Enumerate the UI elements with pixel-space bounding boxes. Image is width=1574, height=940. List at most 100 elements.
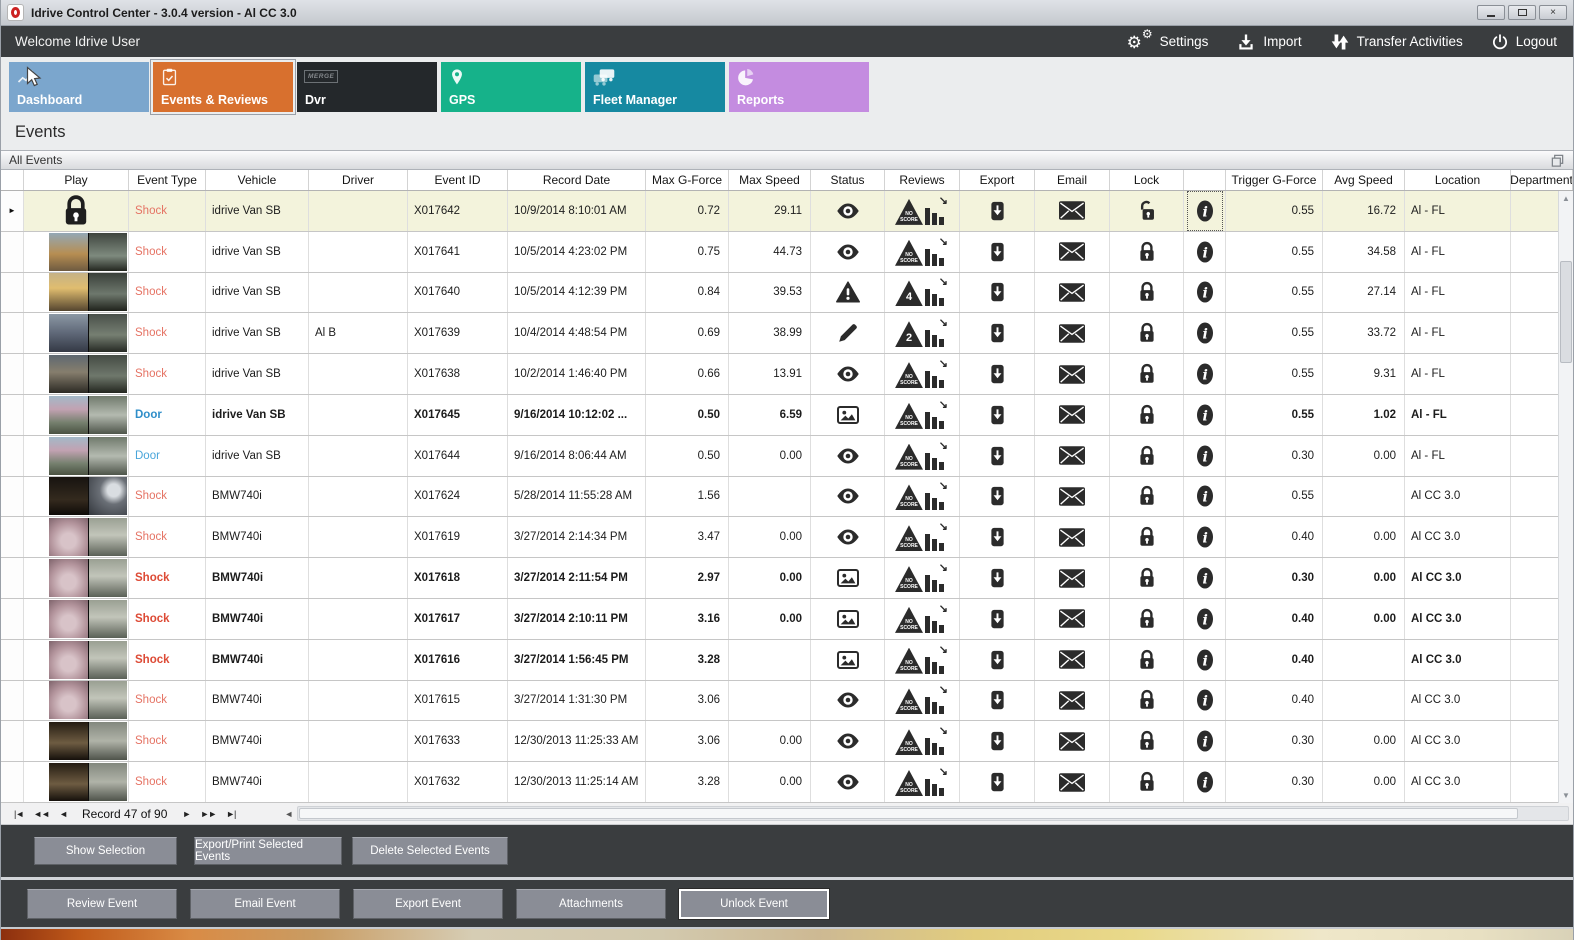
email-event-button[interactable]: Email Event bbox=[190, 888, 340, 919]
lock-cell[interactable] bbox=[1110, 354, 1184, 394]
email-cell[interactable] bbox=[1035, 476, 1110, 517]
email-cell[interactable] bbox=[1035, 598, 1110, 639]
column-header-email[interactable]: Email bbox=[1035, 170, 1110, 190]
column-header-max-g-force[interactable]: Max G-Force bbox=[646, 170, 729, 190]
reviews-cell[interactable]: NO SCORE ↘ bbox=[885, 517, 960, 558]
reviews-cell[interactable]: NO SCORE ↘ bbox=[885, 680, 960, 721]
delete-selected-button[interactable]: Delete Selected Events bbox=[352, 837, 508, 865]
column-header-trigger-g-force[interactable]: Trigger G-Force bbox=[1226, 170, 1323, 190]
reviews-cell[interactable]: NO SCORE ↘ bbox=[885, 231, 960, 272]
reviews-cell[interactable]: NO SCORE ↘ bbox=[885, 354, 960, 394]
show-selection-button[interactable]: Show Selection bbox=[34, 837, 177, 865]
play-cell[interactable] bbox=[24, 191, 129, 231]
lock-cell[interactable] bbox=[1110, 517, 1184, 558]
lock-cell[interactable] bbox=[1110, 435, 1184, 476]
info-cell[interactable] bbox=[1184, 721, 1226, 762]
nav-last-button[interactable]: ►| bbox=[226, 808, 236, 819]
info-cell[interactable] bbox=[1184, 680, 1226, 721]
info-cell[interactable] bbox=[1184, 231, 1226, 272]
info-cell[interactable] bbox=[1184, 272, 1226, 313]
lock-cell[interactable] bbox=[1110, 639, 1184, 680]
reviews-cell[interactable]: NO SCORE ↘ bbox=[885, 639, 960, 680]
event-thumbnail[interactable] bbox=[49, 273, 127, 312]
nav-next-page-button[interactable]: ►► bbox=[200, 808, 217, 819]
horizontal-scrollbar[interactable]: ◄ bbox=[280, 803, 1573, 824]
scroll-down-icon[interactable]: ▼ bbox=[1562, 791, 1570, 800]
export-cell[interactable] bbox=[960, 517, 1035, 558]
export-cell[interactable] bbox=[960, 762, 1035, 802]
info-cell[interactable] bbox=[1184, 762, 1226, 802]
info-cell[interactable] bbox=[1184, 558, 1226, 598]
export-cell[interactable] bbox=[960, 721, 1035, 762]
export-cell[interactable] bbox=[960, 476, 1035, 517]
table-row[interactable]: Shock BMW740i X017632 12/30/2013 11:25:1… bbox=[1, 762, 1573, 803]
play-cell[interactable] bbox=[24, 394, 129, 435]
table-row[interactable]: Shock idrive Van SB X017640 10/5/2014 4:… bbox=[1, 272, 1573, 314]
column-header-driver[interactable]: Driver bbox=[309, 170, 408, 190]
export-cell[interactable] bbox=[960, 354, 1035, 394]
event-thumbnail[interactable] bbox=[49, 232, 127, 271]
nav-first-button[interactable]: |◄ bbox=[14, 808, 24, 819]
unlock-event-button[interactable]: Unlock Event bbox=[678, 887, 830, 920]
play-cell[interactable] bbox=[24, 558, 129, 598]
play-cell[interactable] bbox=[24, 435, 129, 476]
info-cell[interactable] bbox=[1184, 476, 1226, 517]
export-cell[interactable] bbox=[960, 639, 1035, 680]
close-button[interactable]: × bbox=[1539, 5, 1567, 20]
column-header-location[interactable]: Location bbox=[1405, 170, 1511, 190]
horizontal-scrollbar-thumb[interactable] bbox=[299, 808, 1519, 819]
lock-cell[interactable] bbox=[1110, 476, 1184, 517]
export-print-selected-button[interactable]: Export/Print Selected Events bbox=[194, 837, 342, 865]
reviews-cell[interactable]: NO SCORE ↘ bbox=[885, 435, 960, 476]
column-header-event-id[interactable]: Event ID bbox=[408, 170, 508, 190]
email-cell[interactable] bbox=[1035, 313, 1110, 354]
event-thumbnail[interactable] bbox=[49, 599, 127, 638]
event-thumbnail[interactable] bbox=[49, 477, 127, 516]
info-cell[interactable] bbox=[1184, 394, 1226, 435]
event-thumbnail[interactable] bbox=[49, 640, 127, 679]
export-event-button[interactable]: Export Event bbox=[353, 888, 503, 919]
play-cell[interactable] bbox=[24, 762, 129, 802]
event-thumbnail[interactable] bbox=[49, 681, 127, 720]
reviews-cell[interactable]: NO SCORE ↘ bbox=[885, 476, 960, 517]
column-header-event-type[interactable]: Event Type bbox=[129, 170, 206, 190]
transfer-activities-button[interactable]: Transfer Activities bbox=[1330, 32, 1463, 52]
info-cell[interactable] bbox=[1184, 191, 1226, 231]
column-header-vehicle[interactable]: Vehicle bbox=[206, 170, 309, 190]
export-cell[interactable] bbox=[960, 191, 1035, 231]
info-cell[interactable] bbox=[1184, 435, 1226, 476]
column-header-info[interactable] bbox=[1184, 170, 1226, 190]
email-cell[interactable] bbox=[1035, 721, 1110, 762]
vertical-scrollbar[interactable]: ▲ ▼ bbox=[1558, 191, 1573, 803]
event-thumbnail[interactable] bbox=[49, 722, 127, 761]
info-cell[interactable] bbox=[1184, 639, 1226, 680]
settings-button[interactable]: ⚙ ⚙ Settings bbox=[1127, 27, 1209, 53]
vertical-scrollbar-thumb[interactable] bbox=[1560, 261, 1572, 363]
export-cell[interactable] bbox=[960, 598, 1035, 639]
table-row[interactable]: ► Shock idrive Van SB X017642 10/9/2014 … bbox=[1, 191, 1573, 232]
column-header-status[interactable]: Status bbox=[811, 170, 885, 190]
info-cell[interactable] bbox=[1184, 354, 1226, 394]
event-thumbnail[interactable] bbox=[49, 314, 127, 353]
tab-dashboard[interactable]: Dashboard bbox=[9, 62, 149, 112]
export-cell[interactable] bbox=[960, 272, 1035, 313]
column-header-reviews[interactable]: Reviews bbox=[885, 170, 960, 190]
play-cell[interactable] bbox=[24, 721, 129, 762]
reviews-cell[interactable]: NO SCORE ↘ bbox=[885, 721, 960, 762]
info-cell[interactable] bbox=[1184, 313, 1226, 354]
lock-cell[interactable] bbox=[1110, 231, 1184, 272]
column-header-avg-speed[interactable]: Avg Speed bbox=[1323, 170, 1405, 190]
lock-cell[interactable] bbox=[1110, 313, 1184, 354]
column-header-export[interactable]: Export bbox=[960, 170, 1035, 190]
event-thumbnail[interactable] bbox=[49, 518, 127, 557]
lock-cell[interactable] bbox=[1110, 272, 1184, 313]
event-thumbnail[interactable] bbox=[49, 559, 127, 598]
email-cell[interactable] bbox=[1035, 680, 1110, 721]
import-button[interactable]: Import bbox=[1236, 32, 1302, 52]
table-row[interactable]: Door idrive Van SB X017644 9/16/2014 8:0… bbox=[1, 435, 1573, 477]
play-cell[interactable] bbox=[24, 313, 129, 354]
tab-reports[interactable]: Reports bbox=[729, 62, 869, 112]
table-row[interactable]: Door idrive Van SB X017645 9/16/2014 10:… bbox=[1, 394, 1573, 436]
scroll-up-icon[interactable]: ▲ bbox=[1562, 194, 1570, 203]
info-cell[interactable] bbox=[1184, 598, 1226, 639]
